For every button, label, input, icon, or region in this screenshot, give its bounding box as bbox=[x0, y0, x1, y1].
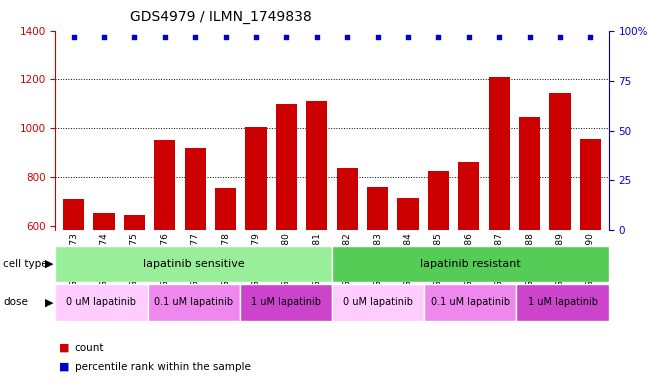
Bar bbox=[154, 140, 175, 372]
Text: dose: dose bbox=[3, 297, 28, 308]
Bar bbox=[306, 101, 327, 372]
Point bbox=[525, 34, 535, 40]
Text: GDS4979 / ILMN_1749838: GDS4979 / ILMN_1749838 bbox=[130, 10, 312, 23]
Point bbox=[464, 34, 474, 40]
Point bbox=[99, 34, 109, 40]
Text: cell type: cell type bbox=[3, 259, 48, 269]
Bar bbox=[55, 246, 332, 282]
Text: lapatinib resistant: lapatinib resistant bbox=[420, 259, 521, 269]
Bar bbox=[63, 199, 84, 372]
Bar bbox=[93, 214, 115, 372]
Point bbox=[494, 34, 505, 40]
Bar bbox=[489, 77, 510, 372]
Point bbox=[555, 34, 565, 40]
Point bbox=[190, 34, 201, 40]
Bar bbox=[55, 284, 148, 321]
Text: ■: ■ bbox=[59, 343, 69, 353]
Bar bbox=[245, 127, 267, 372]
Point bbox=[312, 34, 322, 40]
Bar bbox=[549, 93, 571, 372]
Bar bbox=[215, 188, 236, 372]
Point bbox=[403, 34, 413, 40]
Point bbox=[68, 34, 79, 40]
Bar bbox=[148, 284, 240, 321]
Point bbox=[281, 34, 292, 40]
Bar bbox=[332, 246, 609, 282]
Bar bbox=[424, 284, 516, 321]
Text: 1 uM lapatinib: 1 uM lapatinib bbox=[251, 297, 321, 308]
Point bbox=[342, 34, 352, 40]
Bar bbox=[240, 284, 332, 321]
Text: 0.1 uM lapatinib: 0.1 uM lapatinib bbox=[154, 297, 233, 308]
Text: 1 uM lapatinib: 1 uM lapatinib bbox=[527, 297, 598, 308]
Bar bbox=[337, 168, 358, 372]
Point bbox=[372, 34, 383, 40]
Text: ▶: ▶ bbox=[44, 297, 53, 308]
Text: 0 uM lapatinib: 0 uM lapatinib bbox=[66, 297, 137, 308]
Bar bbox=[367, 187, 388, 372]
Text: ■: ■ bbox=[59, 362, 69, 372]
Text: lapatinib sensitive: lapatinib sensitive bbox=[143, 259, 245, 269]
Bar bbox=[397, 197, 419, 372]
Text: 0 uM lapatinib: 0 uM lapatinib bbox=[343, 297, 413, 308]
Bar bbox=[458, 162, 480, 372]
Bar bbox=[428, 171, 449, 372]
Point bbox=[129, 34, 139, 40]
Bar bbox=[519, 117, 540, 372]
Bar bbox=[580, 139, 601, 372]
Bar bbox=[276, 104, 297, 372]
Point bbox=[159, 34, 170, 40]
Bar bbox=[184, 147, 206, 372]
Point bbox=[251, 34, 261, 40]
Text: 0.1 uM lapatinib: 0.1 uM lapatinib bbox=[431, 297, 510, 308]
Text: count: count bbox=[75, 343, 104, 353]
Text: ▶: ▶ bbox=[44, 259, 53, 269]
Bar bbox=[516, 284, 609, 321]
Bar bbox=[124, 215, 145, 372]
Text: percentile rank within the sample: percentile rank within the sample bbox=[75, 362, 251, 372]
Point bbox=[585, 34, 596, 40]
Point bbox=[433, 34, 443, 40]
Bar bbox=[332, 284, 424, 321]
Point bbox=[221, 34, 231, 40]
